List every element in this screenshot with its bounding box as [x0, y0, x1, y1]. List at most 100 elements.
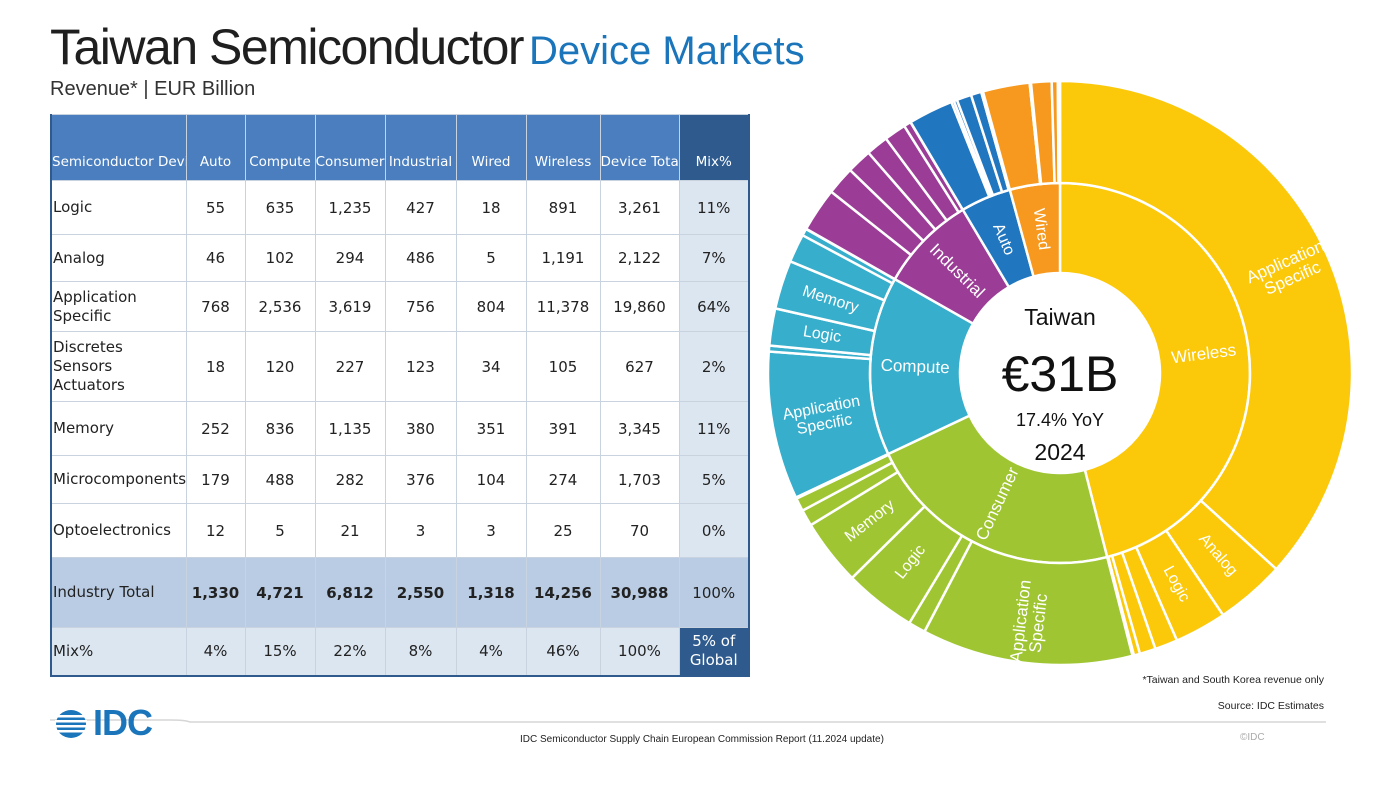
table-cell: 427 [384, 180, 457, 235]
table-cell: 488 [244, 455, 316, 504]
sunburst-chart: ApplicationSpecific Analog Logic Wireless Ap… [760, 79, 1360, 684]
row-label: Discretes Sensors Actuators [50, 331, 187, 402]
table-cell: 635 [244, 180, 316, 235]
table-cell: 3,345 [599, 401, 680, 456]
table-cell: 274 [525, 455, 601, 504]
total-mix: 100% [678, 557, 750, 628]
mix-cell: 46% [525, 627, 601, 676]
table-cell: 3,261 [599, 180, 680, 235]
footer-divider [50, 719, 1326, 723]
row-label: Application Specific [50, 281, 187, 332]
table-cell: 376 [384, 455, 457, 504]
table-cell: 627 [599, 331, 680, 402]
mix-cell: 4% [185, 627, 246, 676]
header-device: Semiconductor Device [50, 143, 187, 181]
table-top-band [50, 114, 750, 143]
table-cell: 5 [244, 503, 316, 558]
table-cell: 70 [599, 503, 680, 558]
total-cell: 6,812 [314, 557, 386, 628]
table-cell: 123 [384, 331, 457, 402]
row-mix: 0% [678, 503, 750, 558]
mix-cell: 8% [384, 627, 457, 676]
table-cell: 55 [185, 180, 246, 235]
row-label: Analog [50, 234, 187, 282]
total-cell: 4,721 [244, 557, 316, 628]
mix-cell: 22% [314, 627, 386, 676]
source-note: Source: IDC Estimates [1217, 700, 1324, 712]
table-cell: 18 [185, 331, 246, 402]
revenue-table: Semiconductor Device Auto Compute Consum… [50, 114, 750, 677]
table-cell: 105 [525, 331, 601, 402]
table-cell: 2,536 [244, 281, 316, 332]
mix-label: Mix% [50, 627, 187, 676]
table-cell: 252 [185, 401, 246, 456]
total-cell: 1,318 [455, 557, 527, 628]
header-consumer: Consumer [314, 143, 386, 181]
title-main: Taiwan Semiconductor [50, 19, 525, 75]
mix-cell: 15% [244, 627, 316, 676]
header-compute: Compute [244, 143, 316, 181]
sunburst-svg: ApplicationSpecificAnalogLogicWirelessAp… [766, 79, 1354, 667]
table-cell: 756 [384, 281, 457, 332]
table-cell: 25 [525, 503, 601, 558]
header-industrial: Industrial [384, 143, 457, 181]
row-mix: 5% [678, 455, 750, 504]
table-row: Logic 55 635 1,235 427 18 891 3,261 11% [50, 180, 750, 235]
title-accent: Device Markets [529, 29, 805, 73]
table-cell: 34 [455, 331, 527, 402]
report-title: IDC Semiconductor Supply Chain European … [520, 734, 884, 745]
center-region: Taiwan [1024, 304, 1096, 330]
header-mix: Mix% [678, 143, 750, 181]
center-hole [962, 275, 1158, 471]
total-cell: 1,330 [185, 557, 246, 628]
table-cell: 891 [525, 180, 601, 235]
row-mix: 64% [678, 281, 750, 332]
center-value: €31B [1002, 346, 1119, 402]
table-cell: 804 [455, 281, 527, 332]
table-cell: 46 [185, 234, 246, 282]
table-cell: 1,135 [314, 401, 386, 456]
table-mix-row: Mix% 4% 15% 22% 8% 4% 46% 100% 5% of Glo… [50, 627, 750, 676]
footnote: *Taiwan and South Korea revenue only [1142, 674, 1324, 686]
table-cell: 351 [455, 401, 527, 456]
table-cell: 120 [244, 331, 316, 402]
logo-text: IDC [93, 702, 153, 743]
table-cell: 21 [314, 503, 386, 558]
table-cell: 1,191 [525, 234, 601, 282]
inner-segment-label: Wired [1030, 207, 1052, 251]
outer-segment-label: ApplicationSpecific [1007, 579, 1053, 666]
center-yoy: 17.4% YoY [1016, 410, 1104, 430]
table-cell: 768 [185, 281, 246, 332]
page-subtitle: Revenue* | EUR Billion [50, 78, 256, 100]
table-cell: 2,122 [599, 234, 680, 282]
total-cell: 14,256 [525, 557, 601, 628]
table-cell: 12 [185, 503, 246, 558]
table-row: Discretes Sensors Actuators 18 120 227 123 34… [50, 331, 750, 402]
table-header-row: Semiconductor Device Auto Compute Consum… [50, 143, 750, 181]
table-cell: 282 [314, 455, 386, 504]
row-mix: 7% [678, 234, 750, 282]
table-cell: 486 [384, 234, 457, 282]
outer-segment-label: Logic [802, 323, 842, 346]
row-label: Microcomponents [50, 455, 187, 504]
table-row: Optoelectronics 12 5 21 3 3 25 70 0% [50, 503, 750, 558]
table-cell: 19,860 [599, 281, 680, 332]
idc-logo: IDC [55, 702, 153, 743]
table-cell: 5 [455, 234, 527, 282]
header-auto: Auto [185, 143, 246, 181]
total-label: Industry Total [50, 557, 187, 628]
header-wired: Wired [455, 143, 527, 181]
mix-cell: 100% [599, 627, 680, 676]
table-total-row: Industry Total 1,330 4,721 6,812 2,550 1… [50, 557, 750, 628]
inner-segment-label: Compute [880, 356, 950, 378]
table-cell: 1,703 [599, 455, 680, 504]
table-cell: 3,619 [314, 281, 386, 332]
table-cell: 391 [525, 401, 601, 456]
table-cell: 18 [455, 180, 527, 235]
table-row: Application Specific 768 2,536 3,619 756 804 1… [50, 281, 750, 332]
table-cell: 380 [384, 401, 457, 456]
table-cell: 3 [455, 503, 527, 558]
row-label: Logic [50, 180, 187, 235]
mix-cell: 4% [455, 627, 527, 676]
table-cell: 179 [185, 455, 246, 504]
